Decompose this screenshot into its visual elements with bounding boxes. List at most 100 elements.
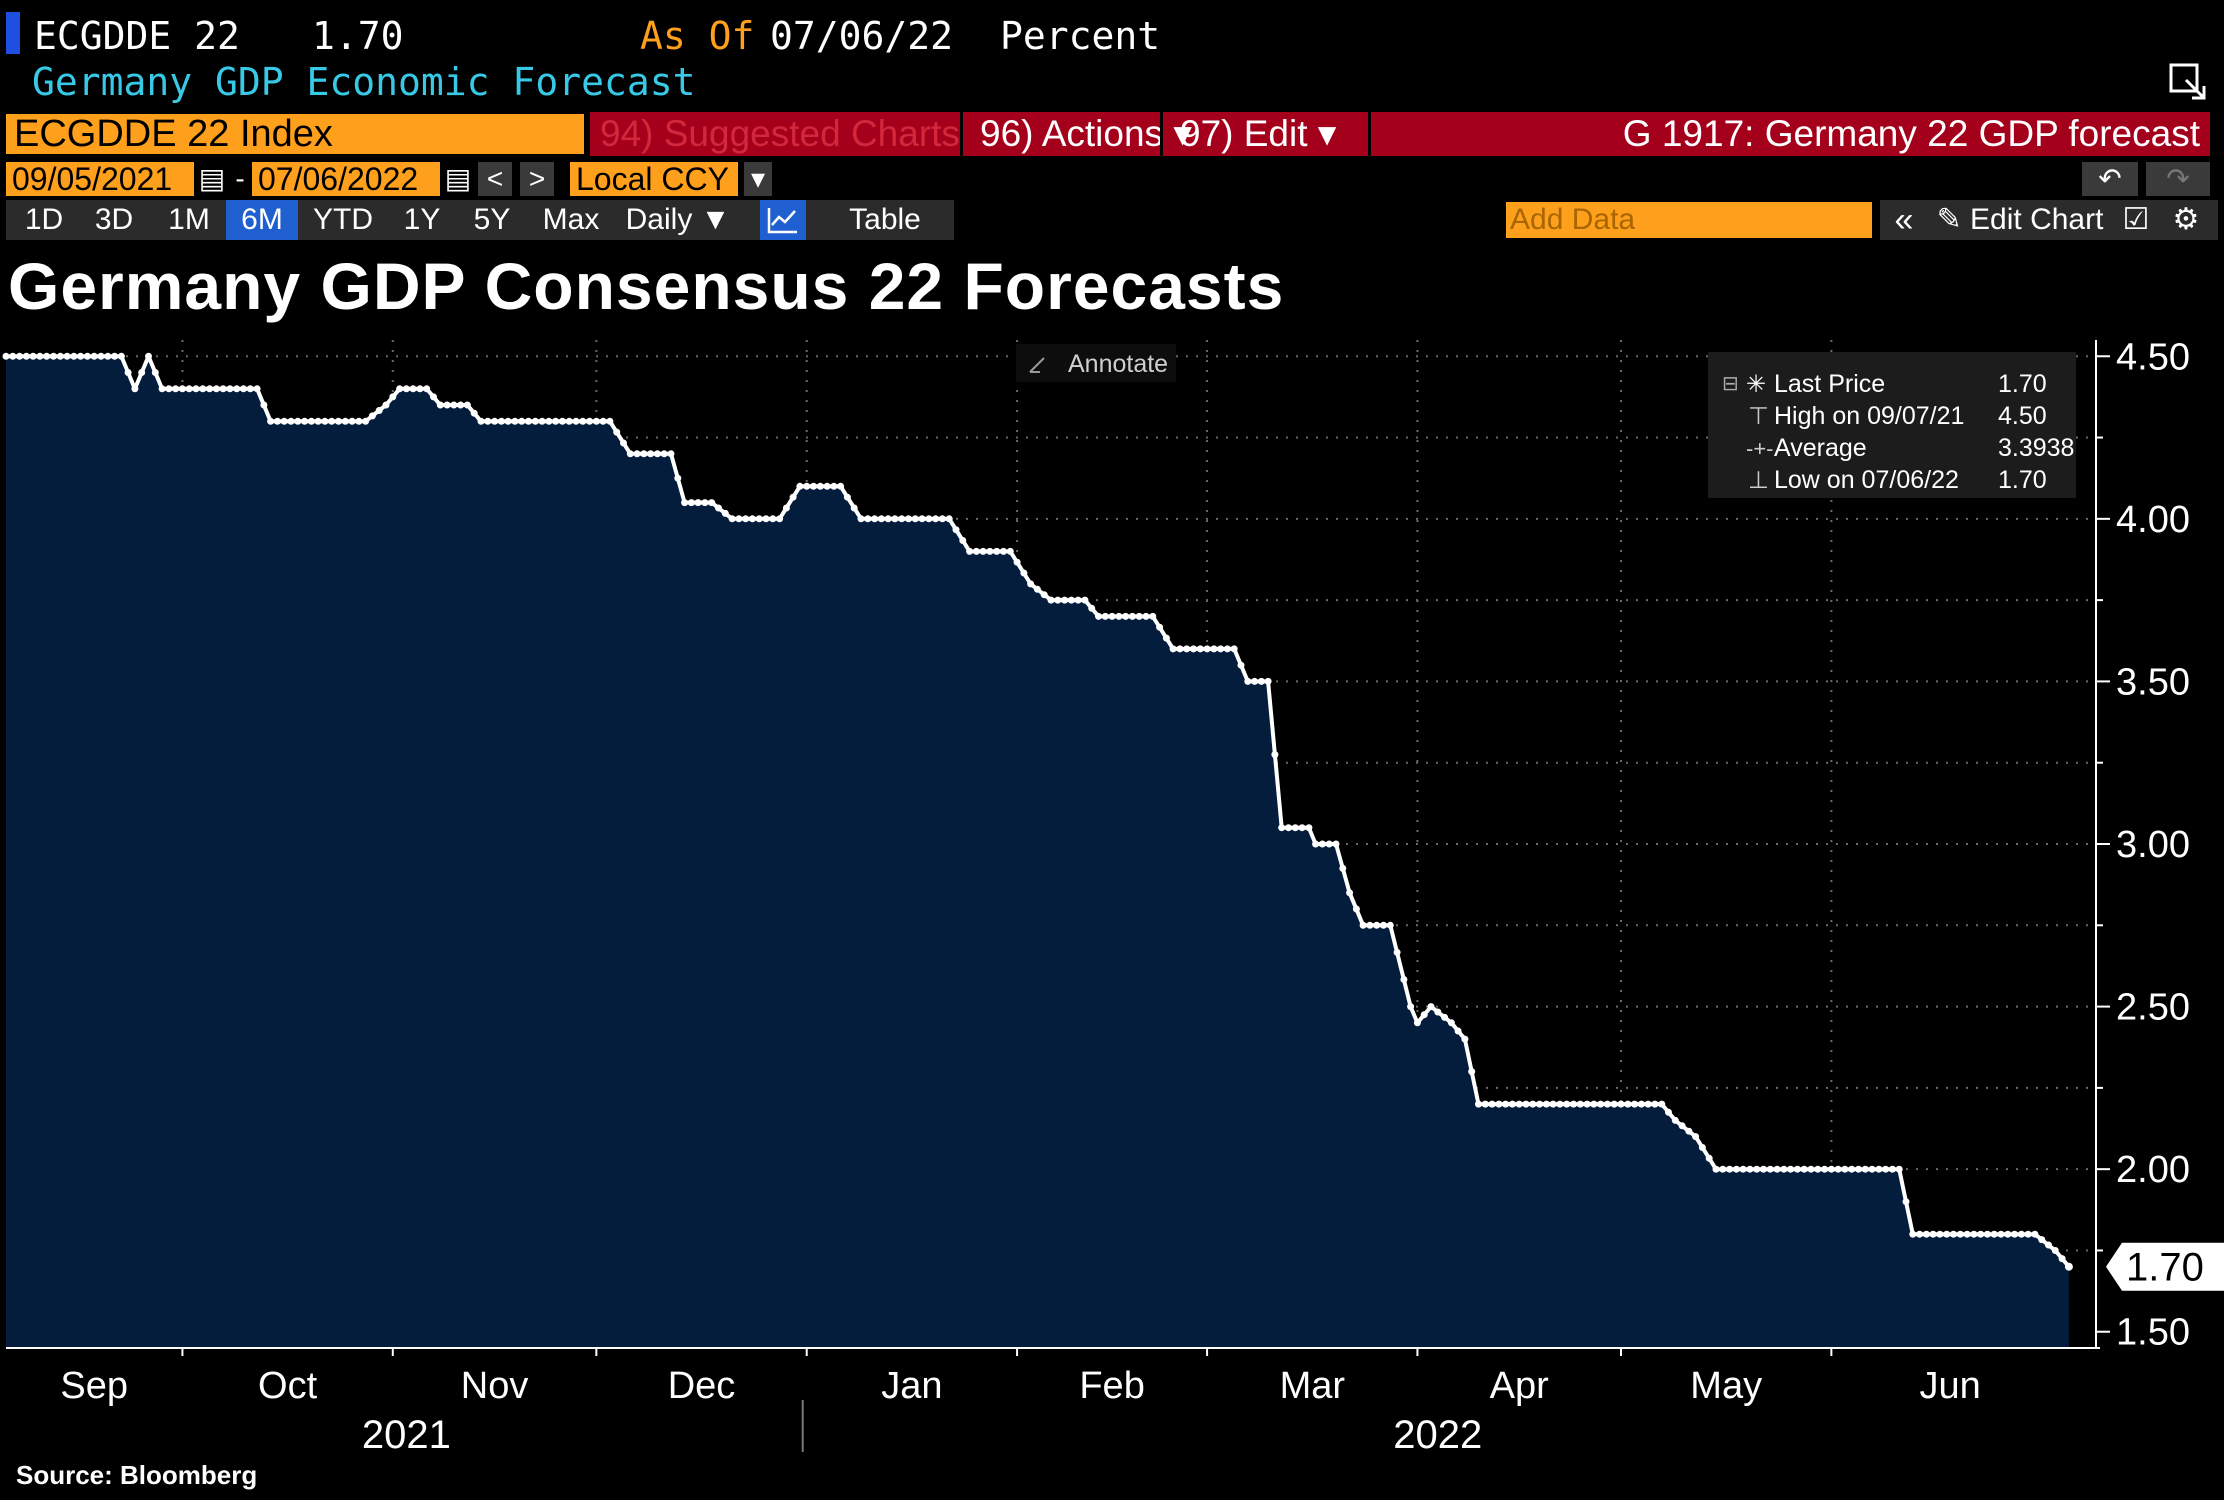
period-1d[interactable]: 1D bbox=[24, 203, 64, 236]
period-6m[interactable]: 6M bbox=[226, 200, 298, 240]
annotate-button[interactable]: Annotate bbox=[1016, 344, 1176, 382]
data-point bbox=[1916, 1230, 1924, 1238]
data-point bbox=[1590, 1100, 1598, 1108]
data-point bbox=[382, 401, 390, 409]
currency-dropdown-icon[interactable]: ▾ bbox=[744, 162, 772, 196]
x-month-label: Feb bbox=[1079, 1365, 1144, 1407]
add-data-input[interactable]: Add Data bbox=[1506, 202, 1872, 238]
undo-button[interactable]: ↶ bbox=[2082, 162, 2138, 196]
data-point bbox=[1549, 1100, 1557, 1108]
edit-chart-button[interactable]: ✎ Edit Chart bbox=[1936, 203, 2104, 236]
data-point bbox=[1698, 1144, 1706, 1151]
legend-collapse-icon[interactable]: ⊟ bbox=[1722, 373, 1739, 395]
data-point bbox=[694, 499, 702, 507]
menu-divider bbox=[960, 112, 963, 156]
data-point bbox=[362, 417, 370, 425]
data-point bbox=[1393, 948, 1401, 956]
data-point bbox=[1244, 677, 1252, 685]
data-point bbox=[782, 504, 790, 512]
data-point bbox=[280, 417, 288, 425]
security-color-marker bbox=[6, 12, 20, 54]
legend-label: High on 09/07/21 bbox=[1774, 402, 1964, 430]
data-point bbox=[864, 515, 872, 523]
data-point bbox=[538, 417, 546, 425]
data-point bbox=[2011, 1230, 2019, 1238]
data-point bbox=[1868, 1165, 1876, 1173]
data-point bbox=[16, 352, 24, 360]
data-point bbox=[972, 547, 980, 555]
y-tick-label: 4.00 bbox=[2116, 499, 2190, 541]
data-point bbox=[613, 428, 621, 436]
data-point bbox=[77, 352, 85, 360]
data-point bbox=[932, 515, 940, 523]
period-5y[interactable]: 5Y bbox=[473, 203, 511, 236]
data-point bbox=[715, 504, 722, 512]
ticker-label: ECGDDE 22 bbox=[34, 14, 240, 58]
security-input[interactable]: ECGDDE 22 Index bbox=[6, 114, 584, 154]
data-point bbox=[491, 417, 499, 425]
data-point bbox=[2017, 1230, 2025, 1238]
frequency-select[interactable]: Daily ▼ bbox=[625, 203, 731, 236]
start-date-field[interactable]: 09/05/2021 bbox=[6, 162, 194, 196]
next-period-button[interactable]: > bbox=[520, 162, 554, 196]
data-point bbox=[647, 450, 655, 458]
end-date-field[interactable]: 07/06/2022 bbox=[252, 162, 440, 196]
data-point bbox=[131, 385, 139, 393]
chart-title: Germany GDP Consensus 22 Forecasts bbox=[8, 249, 1285, 323]
data-point bbox=[1990, 1230, 1998, 1238]
data-point bbox=[1115, 612, 1123, 620]
data-point bbox=[1637, 1100, 1645, 1108]
data-point bbox=[301, 417, 309, 425]
data-point bbox=[430, 393, 437, 401]
data-point bbox=[545, 417, 553, 425]
data-point bbox=[966, 547, 974, 555]
gear-icon[interactable]: ⚙ bbox=[2172, 203, 2200, 236]
period-1y[interactable]: 1Y bbox=[403, 203, 441, 236]
chart-settings-icon[interactable]: ☑ bbox=[2122, 203, 2150, 236]
y-axis: 1.50 2.00 2.50 3.00 3.50 4.00 4.50 bbox=[2096, 336, 2190, 1354]
period-3d[interactable]: 3D bbox=[94, 203, 134, 236]
popout-icon[interactable] bbox=[2168, 62, 2208, 102]
data-point bbox=[905, 515, 912, 523]
start-calendar-icon[interactable]: ▤ bbox=[198, 162, 226, 196]
period-max[interactable]: Max bbox=[542, 203, 600, 236]
prev-period-button[interactable]: < bbox=[478, 162, 512, 196]
x-month-label: Nov bbox=[461, 1365, 529, 1407]
data-point bbox=[1067, 596, 1075, 604]
redo-button[interactable]: ↷ bbox=[2146, 162, 2210, 196]
menu-divider bbox=[1160, 112, 1163, 156]
line-chart-icon[interactable] bbox=[760, 200, 806, 240]
data-point bbox=[1603, 1100, 1611, 1108]
y-tick-label: 3.50 bbox=[2116, 661, 2190, 703]
collapse-button[interactable]: « bbox=[1894, 201, 1914, 239]
actions-menu[interactable]: 96) Actions ▾ bbox=[980, 113, 1192, 154]
data-point bbox=[1237, 661, 1245, 669]
data-point bbox=[1088, 604, 1096, 612]
data-point bbox=[1251, 677, 1259, 685]
period-1m[interactable]: 1M bbox=[168, 203, 210, 236]
data-point bbox=[1013, 558, 1021, 566]
end-calendar-icon[interactable]: ▤ bbox=[444, 162, 472, 196]
data-point bbox=[511, 417, 519, 425]
data-point bbox=[1508, 1100, 1516, 1108]
currency-select[interactable]: Local CCY bbox=[570, 162, 738, 196]
suggested-charts-menu[interactable]: 94) Suggested Charts bbox=[600, 113, 960, 154]
data-point bbox=[1135, 612, 1143, 620]
data-point bbox=[1719, 1165, 1727, 1173]
data-point bbox=[592, 417, 600, 425]
edit-menu[interactable]: 97) Edit ▾ bbox=[1180, 113, 1337, 154]
data-point bbox=[1454, 1027, 1462, 1035]
table-view-button[interactable]: Table bbox=[849, 203, 921, 236]
data-point bbox=[1108, 612, 1116, 620]
period-ytd[interactable]: YTD bbox=[313, 203, 373, 236]
data-point bbox=[2024, 1230, 2032, 1238]
command-bar: ECGDDE 22 Index 94) Suggested Charts 96)… bbox=[0, 110, 2224, 158]
data-point bbox=[762, 515, 770, 523]
data-point bbox=[918, 515, 926, 523]
data-point bbox=[1047, 596, 1055, 604]
data-point bbox=[1882, 1165, 1890, 1173]
data-point bbox=[721, 509, 729, 517]
data-point bbox=[1929, 1230, 1937, 1238]
data-point bbox=[1434, 1008, 1442, 1016]
legend-value: 3.3938 bbox=[1998, 434, 2074, 462]
